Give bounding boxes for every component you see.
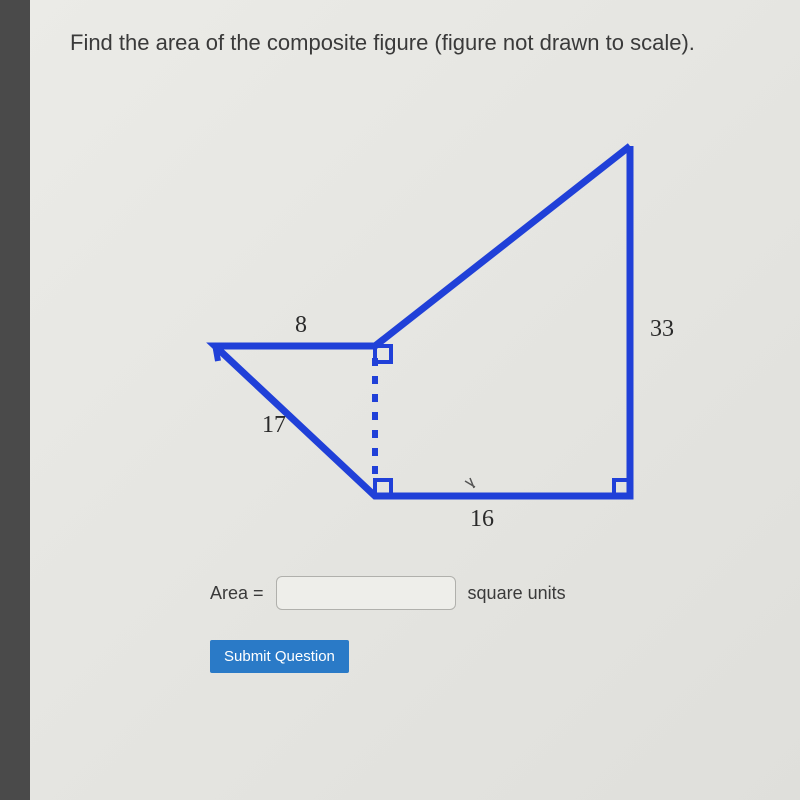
area-input[interactable] — [276, 576, 456, 610]
composite-figure: 8 17 16 33 — [70, 76, 760, 556]
worksheet-page: Find the area of the composite figure (f… — [30, 0, 800, 800]
label-17: 17 — [262, 412, 286, 439]
label-16: 16 — [470, 506, 494, 533]
answer-units: square units — [468, 583, 566, 604]
submit-button[interactable]: Submit Question — [210, 640, 349, 673]
stray-mark — [465, 478, 475, 488]
left-cap — [215, 344, 218, 361]
label-8: 8 — [295, 312, 307, 339]
answer-row: Area = square units — [210, 576, 760, 610]
screen-left-edge — [0, 0, 30, 800]
figure-outline — [215, 146, 630, 496]
answer-label: Area = — [210, 583, 264, 604]
question-text: Find the area of the composite figure (f… — [70, 30, 760, 56]
label-33: 33 — [650, 316, 674, 343]
